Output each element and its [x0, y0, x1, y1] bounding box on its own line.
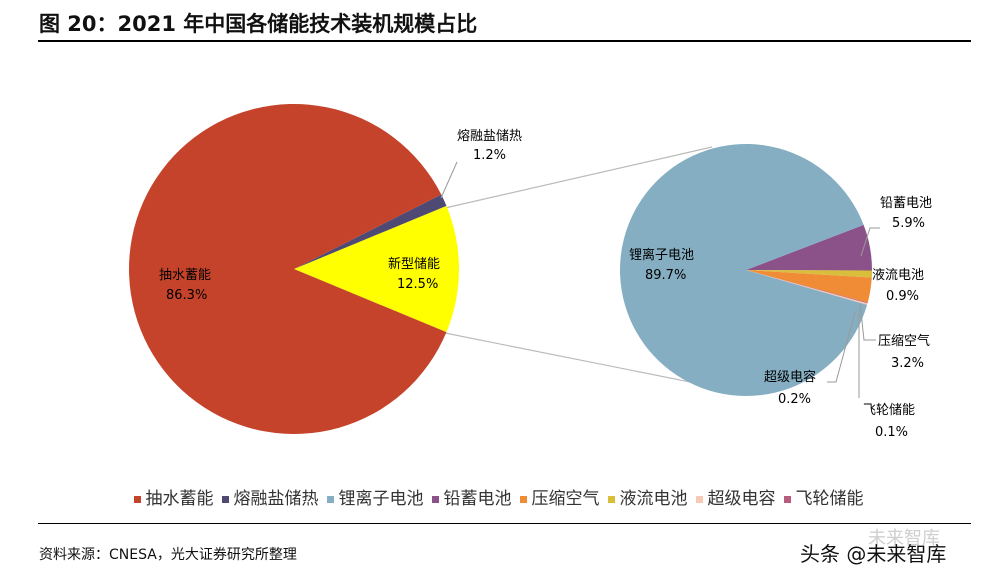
- legend-label: 熔融盐储热: [233, 489, 319, 509]
- label-value-compressed-air: 3.2%: [891, 356, 924, 371]
- legend: 抽水蓄能 熔融盐储热 锂离子电池 铅蓄电池 压缩空气 液流电池 超级电容 飞轮储能: [0, 484, 997, 509]
- label-value-lead-acid: 5.9%: [892, 216, 925, 231]
- legend-item-1: 熔融盐储热: [221, 484, 319, 509]
- label-value-new-storage: 12.5%: [397, 277, 438, 292]
- leader-line-compressed-air: [859, 302, 876, 341]
- pie-slice-0: [619, 144, 868, 397]
- label-value-supercapacitor: 0.2%: [778, 392, 811, 407]
- bottom-divider: [38, 523, 971, 524]
- legend-swatch: [221, 495, 229, 503]
- legend-label: 飞轮储能: [795, 489, 864, 509]
- label-name-flywheel: 飞轮储能: [863, 403, 915, 418]
- pie-slice-1: [746, 224, 873, 271]
- pie-slice-3: [746, 270, 872, 278]
- label-name-molten-salt: 熔融盐储热: [457, 129, 522, 144]
- legend-label: 压缩空气: [531, 489, 600, 509]
- legend-item-0: 抽水蓄能: [133, 484, 214, 509]
- legend-swatch: [431, 495, 439, 503]
- chart-title: 图 20：2021 年中国各储能技术装机规模占比: [39, 12, 478, 36]
- label-value-li-ion: 89.7%: [645, 268, 686, 283]
- label-value-pumped-hydro: 86.3%: [166, 288, 207, 303]
- label-name-lead-acid: 铅蓄电池: [880, 196, 932, 211]
- legend-item-7: 飞轮储能: [783, 484, 864, 509]
- legend-label: 锂离子电池: [338, 489, 424, 509]
- label-value-flywheel: 0.1%: [875, 425, 908, 440]
- pie-slice-1: [294, 194, 447, 269]
- pie-slice-5: [746, 270, 868, 305]
- legend-label: 液流电池: [619, 489, 688, 509]
- watermark-ghost: 未来智库: [868, 528, 940, 549]
- legend-swatch: [607, 495, 615, 503]
- legend-item-2: 锂离子电池: [326, 484, 424, 509]
- legend-item-3: 铅蓄电池: [431, 484, 512, 509]
- legend-label: 抽水蓄能: [145, 489, 214, 509]
- legend-label: 铅蓄电池: [443, 489, 512, 509]
- legend-label: 超级电容: [707, 489, 776, 509]
- leader-line-lead-acid: [860, 227, 880, 257]
- label-name-pumped-hydro: 抽水蓄能: [159, 268, 211, 283]
- label-name-li-ion: 锂离子电池: [629, 247, 694, 263]
- legend-swatch: [695, 495, 703, 503]
- legend-item-5: 液流电池: [607, 484, 688, 509]
- source-note: 资料来源：CNESA，光大证券研究所整理: [39, 547, 297, 563]
- leader-line-molten-salt: [440, 161, 458, 199]
- title-divider: [38, 40, 971, 42]
- label-name-flow-battery: 液流电池: [872, 268, 924, 283]
- label-name-supercapacitor: 超级电容: [764, 369, 816, 385]
- watermark: 头条 @未来智库: [800, 542, 947, 566]
- label-value-flow-battery: 0.9%: [886, 289, 919, 304]
- pie-slice-2: [746, 270, 872, 303]
- legend-swatch: [783, 495, 791, 503]
- label-value-molten-salt: 1.2%: [473, 148, 506, 163]
- pie-slice-0: [128, 103, 447, 434]
- legend-item-6: 超级电容: [695, 484, 776, 509]
- legend-swatch: [326, 495, 334, 503]
- pie-slice-4: [746, 270, 868, 304]
- breakdown-pie: [619, 144, 873, 397]
- pie-slice-2: [294, 205, 459, 333]
- legend-item-4: 压缩空气: [519, 484, 600, 509]
- legend-swatch: [133, 495, 141, 503]
- label-name-new-storage: 新型储能: [388, 256, 440, 272]
- connector-line-top: [444, 146, 713, 209]
- leader-line-supercapacitor: [827, 311, 856, 383]
- main-pie: [128, 103, 459, 434]
- label-name-compressed-air: 压缩空气: [878, 333, 930, 349]
- legend-swatch: [519, 495, 527, 503]
